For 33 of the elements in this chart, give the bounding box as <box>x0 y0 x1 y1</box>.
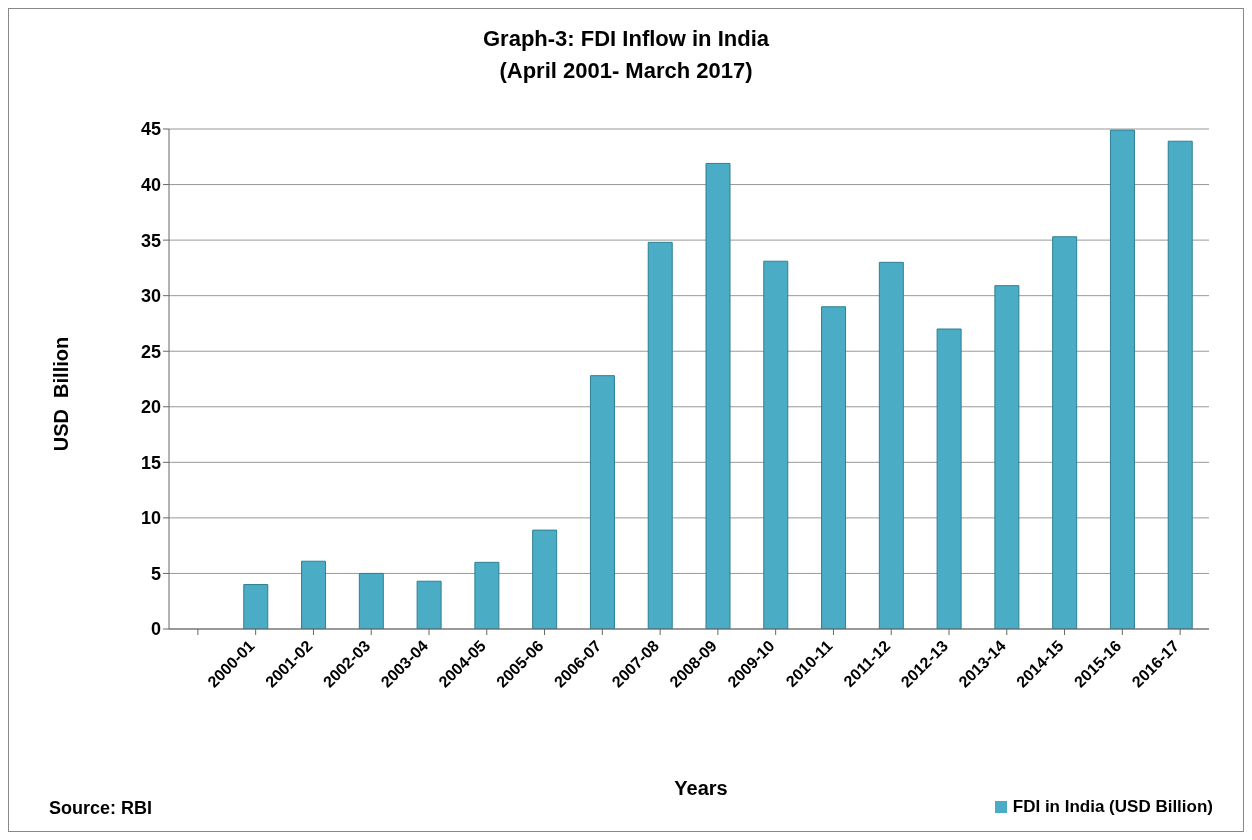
bar <box>301 560 327 629</box>
bar <box>358 572 384 629</box>
chart-subtitle: (April 2001- March 2017) <box>498 57 754 85</box>
bar <box>1167 140 1193 629</box>
y-tick-label: 35 <box>140 230 161 251</box>
y-tick-label: 20 <box>140 397 161 418</box>
legend-label: FDI in India (USD Billion) <box>1012 797 1213 817</box>
y-tick-label: 25 <box>140 341 161 362</box>
bar <box>1109 129 1135 629</box>
x-axis-title: Years <box>674 777 728 799</box>
y-tick-label: 10 <box>140 508 161 529</box>
bar <box>994 285 1020 629</box>
bar <box>647 241 673 629</box>
bar <box>705 162 731 629</box>
bar <box>1052 236 1078 629</box>
source-note: Source: RBI <box>49 798 153 819</box>
bar <box>532 529 558 629</box>
y-tick-label: 15 <box>140 452 161 473</box>
y-tick-label: 45 <box>140 119 161 140</box>
bar <box>474 561 500 629</box>
bar <box>821 306 847 629</box>
chart-title: Graph-3: FDI Inflow in India <box>482 25 770 53</box>
y-tick-label: 30 <box>140 286 161 307</box>
bar <box>936 328 962 629</box>
bar <box>416 580 442 629</box>
bar <box>763 260 789 629</box>
y-tick-label: 40 <box>140 174 161 195</box>
bar <box>589 375 615 629</box>
bar <box>243 584 269 629</box>
y-tick-label: 5 <box>150 563 161 584</box>
bar <box>878 261 904 629</box>
y-axis-title: USD Billion <box>49 336 73 452</box>
y-tick-label: 0 <box>150 619 161 640</box>
